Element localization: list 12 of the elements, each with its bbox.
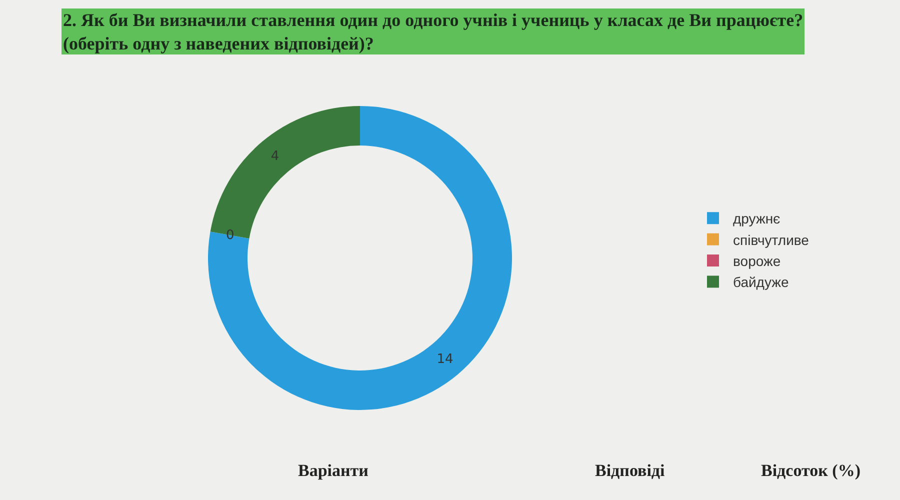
chart-title: 2. Як би Ви визначили ставлення один до одного учнів і учениць у класах де Ви працюєте? (оберіть одну з наведених відповідей)? [63,10,804,54]
legend-label: дружнє [733,210,780,227]
text: Відсоток (%) [761,461,860,480]
data-label: 14 [436,352,454,367]
donut-slice [210,106,360,238]
text: Відповіді [595,461,666,480]
legend-label: байдуже [733,274,789,290]
legend-label: співчутливе [733,232,810,248]
legend-label: вороже [733,252,781,269]
data-label: 4 [270,149,280,164]
donut-slice [208,106,512,410]
text: Варіанти [298,461,369,480]
